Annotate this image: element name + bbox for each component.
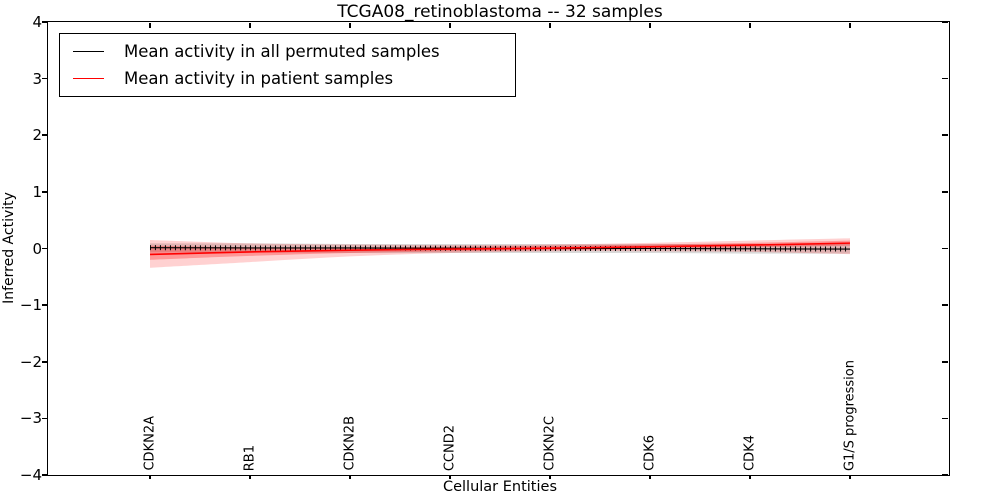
y-tick-right: [942, 134, 948, 137]
x-tick-label: CDK6: [642, 435, 658, 471]
x-tick-top: [449, 22, 451, 28]
patient-mean-line: [149, 242, 851, 256]
y-tick-label: −1: [19, 296, 42, 315]
y-tick-label: 0: [32, 239, 42, 258]
y-tick-label: 4: [32, 13, 42, 31]
y-tick-right: [942, 247, 948, 250]
x-tick-bottom: [449, 475, 451, 479]
x-tick-label: CDKN2B: [342, 416, 358, 471]
x-tick-top: [649, 22, 651, 28]
y-tick-left: [42, 360, 48, 363]
legend-label-patient: Mean activity in patient samples: [124, 69, 394, 88]
y-tick-left: [42, 77, 48, 80]
y-tick-left: [42, 474, 48, 476]
x-axis-label: Cellular Entities: [442, 479, 558, 495]
y-tick-right: [942, 191, 948, 193]
legend-line-red-icon: [73, 78, 104, 79]
legend-line-black-icon: [73, 51, 104, 52]
x-tick-bottom: [149, 475, 151, 479]
y-tick-label: 1: [32, 182, 42, 201]
x-tick-bottom: [249, 475, 251, 479]
x-tick-bottom: [749, 475, 751, 479]
y-tick-label: 3: [32, 69, 42, 88]
y-tick-right: [942, 360, 948, 363]
x-tick-label: RB1: [242, 444, 258, 471]
legend: Mean activity in all permuted samples Me…: [59, 33, 516, 97]
plot-area: [149, 238, 851, 268]
legend-label-permuted: Mean activity in all permuted samples: [124, 42, 440, 61]
x-tick-bottom: [349, 475, 351, 479]
chart-title: TCGA08_retinoblastoma -- 32 samples: [337, 2, 663, 22]
y-tick-left: [42, 191, 48, 193]
y-tick-left: [42, 247, 48, 250]
y-tick-right: [942, 304, 948, 306]
x-tick-bottom: [549, 475, 551, 479]
y-tick-label: −4: [19, 466, 42, 484]
x-tick-top: [349, 22, 351, 28]
x-tick-label: G1/S progression: [842, 359, 858, 471]
y-tick-label: 2: [32, 126, 42, 145]
legend-item-patient: Mean activity in patient samples: [60, 65, 515, 92]
x-tick-bottom: [649, 475, 651, 479]
x-tick-bottom: [849, 475, 851, 479]
y-tick-right: [942, 417, 948, 420]
x-tick-top: [749, 22, 751, 28]
y-tick-label: −3: [19, 409, 42, 428]
y-tick-right: [942, 21, 948, 23]
y-tick-right: [942, 77, 948, 80]
x-tick-label: CDK4: [742, 435, 758, 471]
y-tick-left: [42, 417, 48, 420]
x-tick-top: [549, 22, 551, 28]
x-tick-label: CDKN2C: [542, 416, 558, 471]
y-tick-left: [42, 134, 48, 137]
y-tick-left: [42, 304, 48, 306]
x-tick-top: [249, 22, 251, 28]
y-tick-right: [942, 474, 948, 476]
y-tick-label: −2: [19, 352, 42, 371]
x-tick-top: [849, 22, 851, 28]
x-tick-top: [149, 22, 151, 28]
y-tick-left: [42, 21, 48, 23]
x-tick-label: CCND2: [442, 424, 458, 471]
legend-item-permuted: Mean activity in all permuted samples: [60, 38, 515, 65]
x-tick-label: CDKN2A: [142, 416, 158, 471]
